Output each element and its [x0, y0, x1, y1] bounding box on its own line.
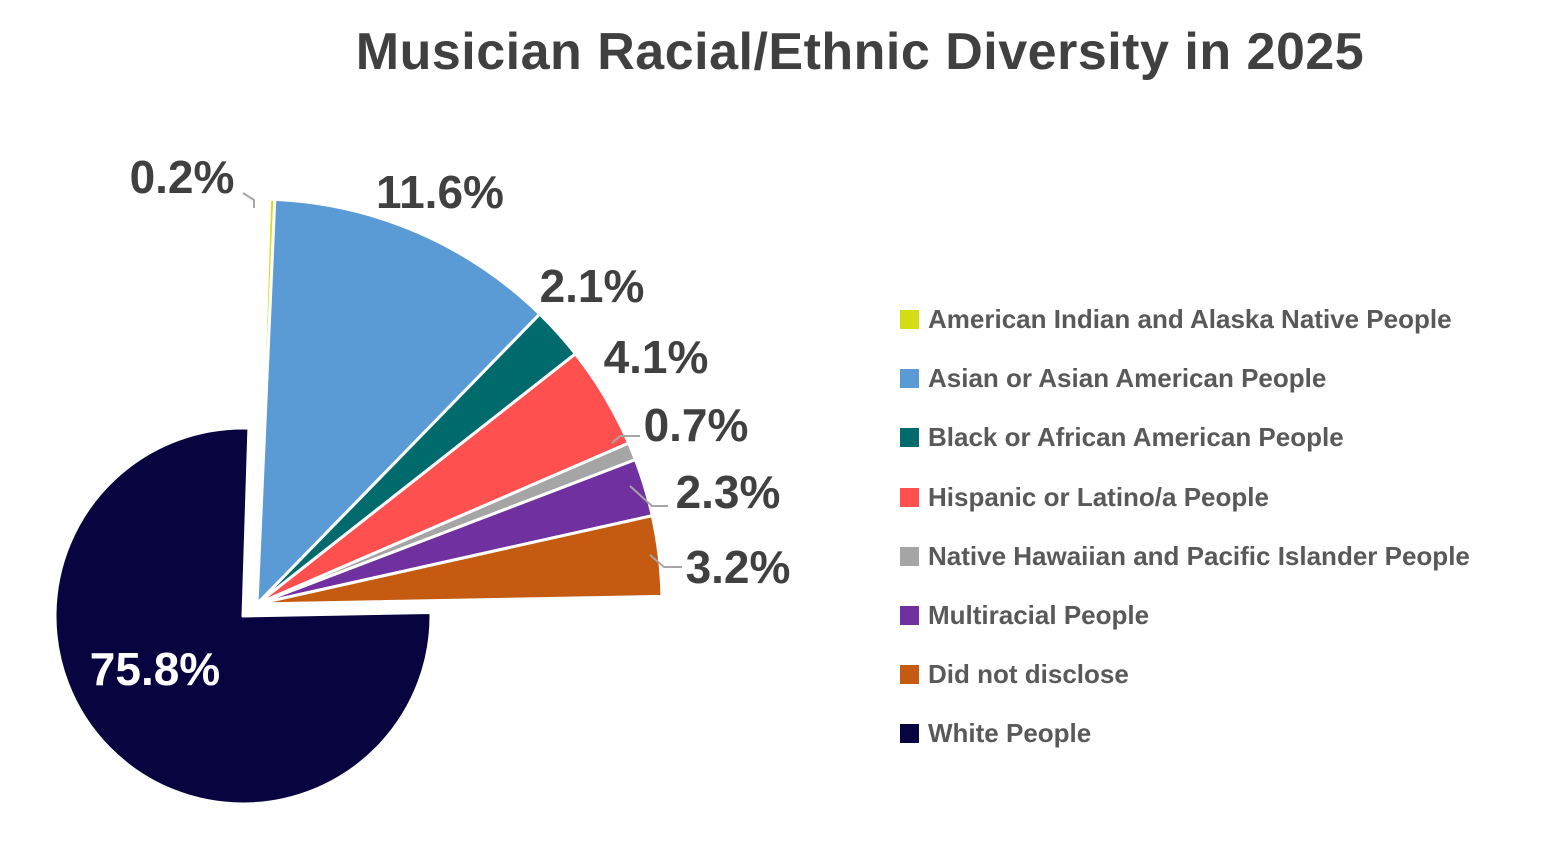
legend-item: White People — [900, 704, 1470, 763]
data-label-0: 0.2% — [130, 151, 235, 203]
pie-slice-asian-or-asian-american-people — [255, 197, 542, 606]
legend-label: Multiracial People — [928, 600, 1150, 631]
pie-slice-white-people — [53, 426, 433, 806]
leader-line-5 — [629, 485, 668, 507]
legend-label: White People — [928, 718, 1092, 749]
legend-label: Did not disclose — [928, 659, 1129, 690]
legend-item: Multiracial People — [900, 586, 1470, 645]
legend-label: Asian or Asian American People — [928, 363, 1327, 394]
leader-line-4 — [611, 435, 640, 444]
legend-swatch — [900, 310, 919, 330]
legend-swatch — [900, 606, 919, 626]
data-label-6: 3.2% — [686, 541, 791, 593]
legend-item: Hispanic or Latino/a People — [900, 468, 1470, 527]
legend-item: Black or African American People — [900, 408, 1470, 467]
pie-slice-did-not-disclose — [255, 514, 664, 606]
legend-item: Asian or Asian American People — [900, 349, 1470, 408]
leader-line-6 — [649, 554, 682, 568]
leader-line-0 — [242, 192, 255, 208]
data-label-7: 75.8% — [90, 643, 220, 695]
data-label-3: 4.1% — [604, 331, 709, 383]
legend-swatch — [900, 428, 919, 448]
data-label-2: 2.1% — [540, 260, 645, 312]
data-label-1: 11.6% — [376, 166, 504, 218]
data-label-5: 2.3% — [676, 466, 781, 518]
legend-swatch — [900, 665, 919, 685]
chart-legend: American Indian and Alaska Native People… — [900, 290, 1470, 764]
legend-swatch — [900, 546, 919, 566]
legend-item: Native Hawaiian and Pacific Islander Peo… — [900, 527, 1470, 586]
legend-label: Native Hawaiian and Pacific Islander Peo… — [928, 540, 1470, 571]
data-label-4: 0.7% — [644, 399, 749, 451]
legend-swatch — [900, 724, 919, 744]
legend-label: American Indian and Alaska Native People — [928, 304, 1452, 335]
legend-item: American Indian and Alaska Native People — [900, 290, 1470, 349]
legend-swatch — [900, 487, 919, 507]
chart-title: Musician Racial/Ethnic Diversity in 2025 — [355, 23, 1365, 81]
legend-item: Did not disclose — [900, 645, 1470, 704]
legend-label: Hispanic or Latino/a People — [928, 481, 1269, 512]
legend-swatch — [900, 369, 919, 389]
legend-label: Black or African American People — [928, 422, 1344, 453]
